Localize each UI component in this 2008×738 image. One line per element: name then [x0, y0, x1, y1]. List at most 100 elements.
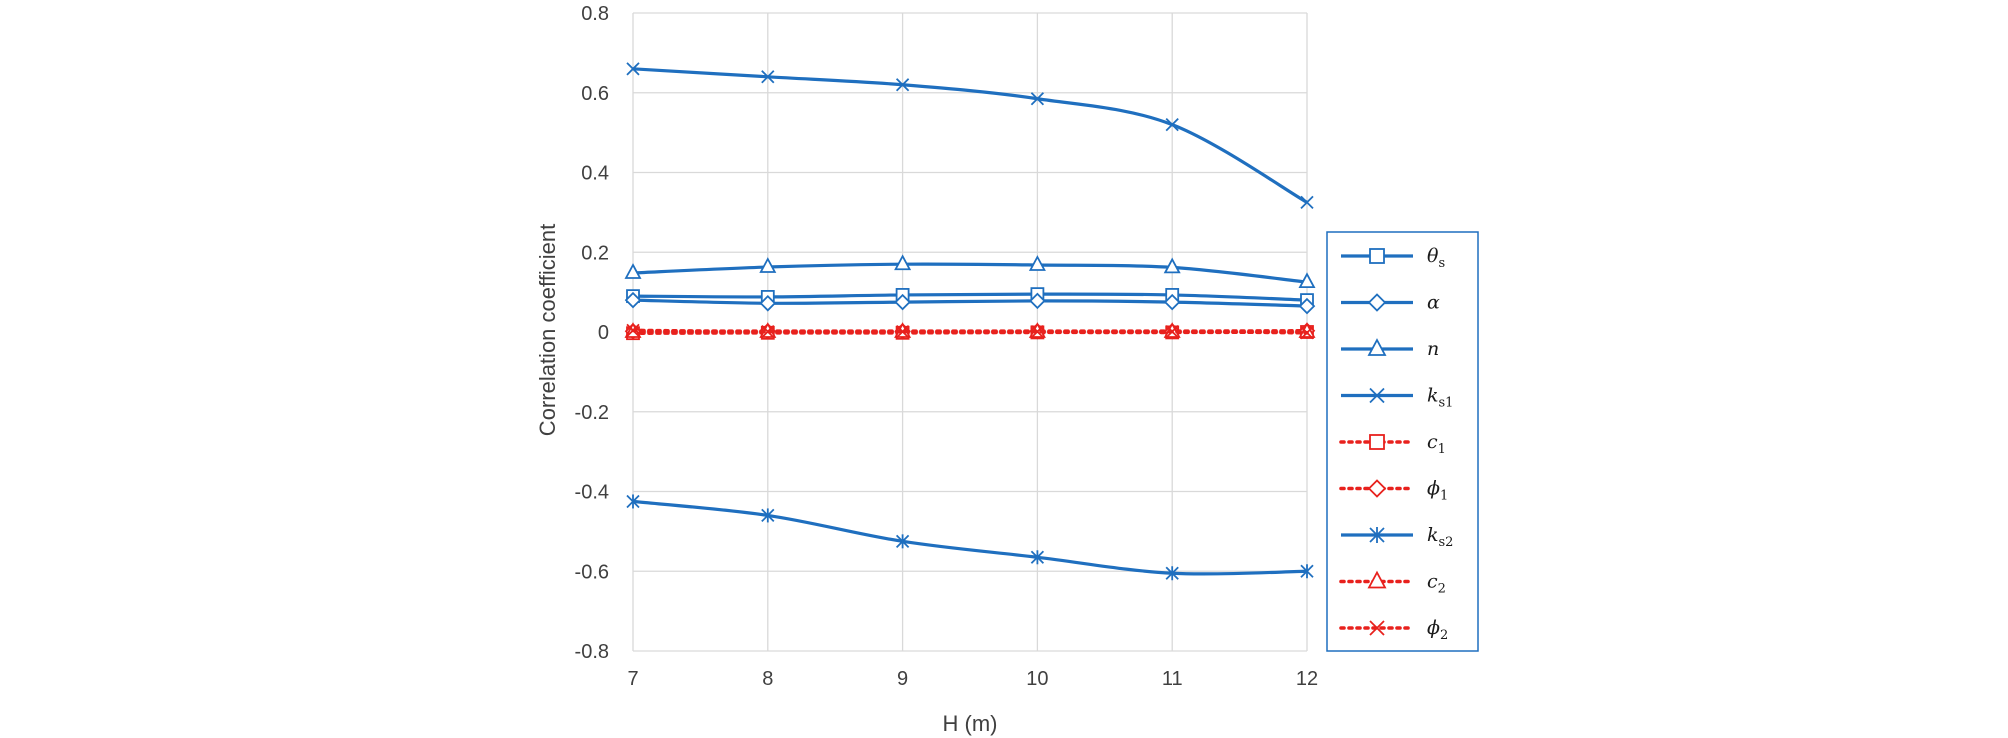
data-point: [1298, 297, 1316, 315]
legend-base: c: [1427, 431, 1438, 453]
legend-item: ϕ1: [1339, 478, 1448, 504]
data-point: [1300, 195, 1314, 210]
legend-base: ϕ: [1427, 478, 1440, 500]
legend-label: ks2: [1427, 524, 1453, 550]
data-point: [894, 293, 911, 311]
legend-base: n: [1427, 338, 1439, 360]
legend-label: α: [1427, 292, 1440, 314]
legend-label: ϕ1: [1427, 478, 1448, 504]
y-tick-label: -0.2: [575, 402, 609, 424]
data-point: [895, 324, 910, 339]
series-line: [632, 292, 1308, 302]
y-tick-label: -0.6: [575, 561, 609, 583]
tick-labels: 0.8 0.6 0.4 0.2 0 -0.2 -0.4 -0.6 -0.8 7 8 9 10 11 12: [575, 3, 1319, 690]
legend-label: ks1: [1427, 385, 1453, 411]
legend-label: θs: [1427, 245, 1445, 271]
data-point: [1163, 257, 1181, 274]
data-point: [1030, 92, 1045, 106]
data-point: [759, 295, 777, 312]
legend-label: c2: [1427, 571, 1446, 597]
series-line: [632, 298, 1308, 308]
data-point: [626, 62, 640, 76]
data-point: [761, 324, 775, 339]
legend-marker: [1369, 527, 1385, 543]
data-point: [1298, 272, 1316, 289]
series-line: [632, 67, 1308, 204]
series-lines: [624, 62, 1316, 581]
series-1: [624, 291, 1316, 315]
data-point: [1300, 564, 1314, 579]
legend-marker: [1367, 570, 1387, 589]
legend-subscript: 2: [1440, 628, 1448, 643]
legend-subscript: s2: [1439, 535, 1454, 550]
data-point: [624, 263, 642, 279]
legend-base: ϕ: [1427, 617, 1440, 639]
legend-label: ϕ2: [1427, 617, 1448, 643]
legend-subscript: s1: [1439, 396, 1454, 411]
legend-subscript: 1: [1438, 442, 1446, 457]
series-line: [631, 328, 1309, 335]
series-3: [626, 62, 1314, 210]
x-tick-label: 11: [1162, 668, 1183, 690]
data-point: [1030, 324, 1045, 339]
legend-marker: [1367, 293, 1387, 312]
legend-base: α: [1427, 292, 1440, 314]
legend-item: ks1: [1341, 385, 1453, 411]
x-tick-label: 8: [762, 668, 773, 690]
legend-marker: [1369, 620, 1385, 636]
legend-marker: [1369, 434, 1385, 450]
data-point: [759, 257, 777, 273]
data-point: [626, 323, 640, 338]
series-6: [626, 494, 1314, 581]
y-tick-label: 0.2: [581, 242, 609, 264]
data-point: [1163, 293, 1181, 311]
data-point: [761, 508, 775, 523]
x-tick-label: 9: [897, 668, 908, 690]
legend-base: c: [1427, 571, 1438, 593]
data-point: [1029, 292, 1046, 310]
series-8: [626, 323, 1314, 340]
legend-subscript: s: [1438, 256, 1445, 271]
data-point: [1300, 326, 1314, 340]
legend-subscript: 1: [1440, 489, 1448, 504]
data-point: [626, 494, 640, 509]
data-point: [1030, 550, 1045, 565]
y-tick-label: 0: [598, 322, 609, 344]
data-point: [761, 70, 775, 84]
legend-label: n: [1427, 338, 1439, 360]
legend-item: c2: [1339, 570, 1446, 597]
legend-item: α: [1341, 292, 1440, 314]
legend-item: n: [1341, 338, 1439, 360]
legend-marker: [1369, 387, 1385, 404]
y-tick-label: 0.6: [581, 83, 609, 105]
x-tick-label: 7: [627, 668, 638, 690]
series-line: [632, 262, 1308, 284]
x-tick-label: 10: [1026, 668, 1048, 690]
series-line: [632, 499, 1308, 576]
data-point: [1165, 566, 1179, 581]
y-tick-label: 0.4: [581, 163, 609, 185]
legend-item: ks2: [1341, 524, 1453, 550]
legend-base: θ: [1427, 245, 1439, 267]
legend-base: k: [1427, 385, 1439, 407]
y-tick-label: -0.8: [575, 641, 609, 663]
y-axis-title: Correlation coefficient: [535, 224, 560, 436]
legend-base: k: [1427, 524, 1439, 546]
legend-item: c1: [1339, 431, 1446, 457]
legend-marker: [1367, 479, 1387, 498]
legend-marker: [1369, 248, 1385, 264]
x-tick-label: 12: [1296, 668, 1318, 690]
data-point: [895, 534, 910, 549]
data-point: [895, 78, 910, 92]
legend-item: ϕ2: [1339, 617, 1448, 643]
data-point: [894, 254, 912, 271]
series-2: [624, 254, 1316, 289]
y-tick-label: 0.8: [581, 3, 609, 25]
data-point: [1165, 324, 1179, 339]
y-tick-label: -0.4: [575, 482, 609, 504]
legend-item: θs: [1341, 245, 1445, 271]
legend-label: c1: [1427, 431, 1446, 457]
data-point: [1028, 255, 1046, 271]
